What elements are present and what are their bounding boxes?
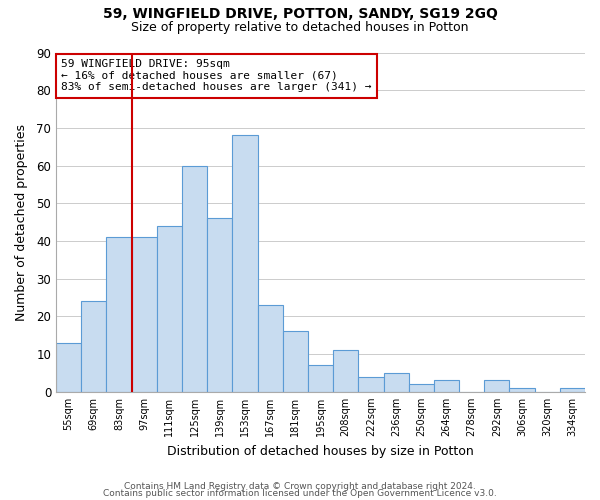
Bar [131,237,157,392]
Bar [509,388,535,392]
Bar [283,332,308,392]
Bar [560,388,585,392]
Text: Contains HM Land Registry data © Crown copyright and database right 2024.: Contains HM Land Registry data © Crown c… [124,482,476,491]
Bar [56,343,81,392]
Bar [81,302,106,392]
Bar [434,380,459,392]
Bar [333,350,358,392]
X-axis label: Distribution of detached houses by size in Potton: Distribution of detached houses by size … [167,444,474,458]
Text: Contains public sector information licensed under the Open Government Licence v3: Contains public sector information licen… [103,490,497,498]
Bar [484,380,509,392]
Y-axis label: Number of detached properties: Number of detached properties [15,124,28,320]
Bar [257,305,283,392]
Bar [232,136,257,392]
Bar [207,218,232,392]
Bar [383,373,409,392]
Bar [308,366,333,392]
Text: Size of property relative to detached houses in Potton: Size of property relative to detached ho… [131,21,469,34]
Bar [106,237,131,392]
Text: 59 WINGFIELD DRIVE: 95sqm
← 16% of detached houses are smaller (67)
83% of semi-: 59 WINGFIELD DRIVE: 95sqm ← 16% of detac… [61,60,372,92]
Bar [182,166,207,392]
Bar [358,376,383,392]
Text: 59, WINGFIELD DRIVE, POTTON, SANDY, SG19 2GQ: 59, WINGFIELD DRIVE, POTTON, SANDY, SG19… [103,8,497,22]
Bar [409,384,434,392]
Bar [157,226,182,392]
